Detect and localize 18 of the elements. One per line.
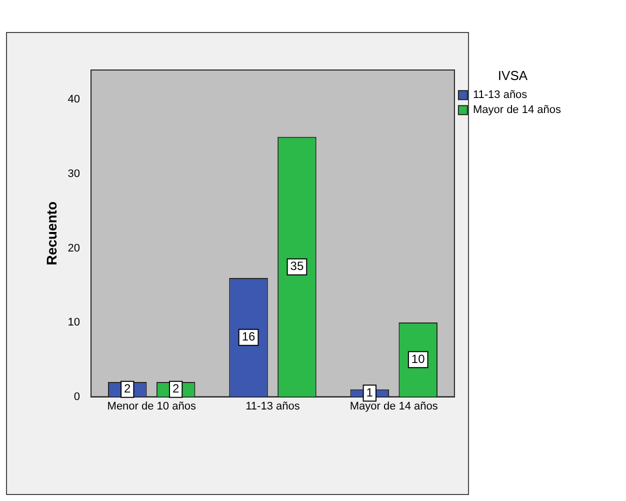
y-tick-label: 40 (68, 94, 80, 106)
data-label: 2 (172, 382, 180, 396)
data-label: 1 (366, 385, 374, 400)
y-tick-label: 30 (68, 168, 80, 180)
data-label: 16 (242, 330, 256, 344)
x-tick-label: Mayor de 14 años (350, 400, 438, 412)
legend-title: IVSA (498, 68, 528, 84)
data-label: 35 (290, 259, 304, 274)
data-label: 10 (411, 352, 426, 366)
legend-label: 11-13 años (472, 89, 528, 102)
y-tick-label: 20 (68, 242, 80, 254)
legend-label: Mayor de 14 años (472, 104, 562, 116)
y-axis-title: Recuento (43, 202, 60, 266)
data-label: 2 (124, 382, 132, 396)
y-tick-label: 0 (74, 390, 80, 403)
y-tick-label: 10 (68, 316, 80, 329)
x-tick-label: 11-13 años (246, 400, 300, 412)
x-tick-label: Menor de 10 años (107, 400, 196, 412)
